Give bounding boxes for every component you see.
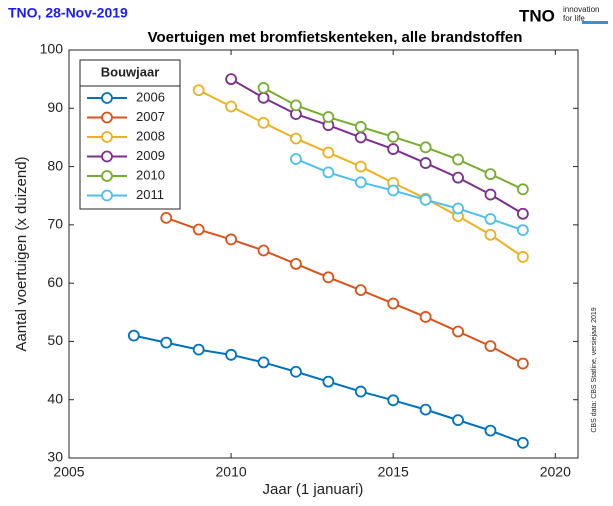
x-axis-label: Jaar (1 januari)	[263, 481, 364, 498]
y-tick-label: 100	[40, 41, 64, 57]
data-point	[257, 91, 270, 104]
data-point	[354, 160, 367, 173]
data-point	[484, 168, 497, 181]
data-point	[160, 336, 173, 349]
data-point	[257, 116, 270, 129]
data-point	[516, 224, 529, 237]
data-point	[484, 228, 497, 241]
legend-marker	[101, 189, 113, 202]
legend-marker	[101, 111, 113, 124]
y-tick-label: 70	[47, 216, 63, 232]
y-axis-label: Aantal voertuigen (x duizend)	[13, 156, 30, 351]
x-tick-label: 2015	[378, 464, 409, 480]
legend-label: 2010	[136, 167, 165, 182]
data-point	[225, 73, 238, 86]
chart-title: Voertuigen met bromfietskenteken, alle b…	[148, 29, 523, 46]
y-tick-label: 80	[47, 157, 63, 173]
legend-marker	[101, 92, 113, 104]
data-point	[516, 183, 529, 196]
x-tick-label: 2010	[216, 464, 247, 480]
data-point	[322, 271, 335, 284]
data-point	[322, 111, 335, 123]
data-point	[484, 340, 497, 352]
data-point	[516, 436, 529, 449]
data-point	[387, 184, 400, 197]
logo-bar	[582, 21, 608, 24]
data-point	[290, 153, 302, 165]
data-point	[127, 329, 140, 342]
legend-marker	[101, 131, 113, 143]
data-point	[290, 132, 302, 145]
data-point	[322, 146, 335, 159]
data-point	[419, 157, 432, 169]
data-point	[290, 99, 302, 112]
data-point	[484, 188, 497, 201]
data-point	[387, 130, 400, 143]
data-point	[192, 84, 205, 97]
data-point	[484, 213, 497, 225]
data-point	[516, 357, 529, 370]
data-point	[225, 233, 238, 246]
legend-label: 2011	[136, 187, 164, 202]
data-point	[290, 258, 302, 270]
data-point	[419, 141, 432, 154]
data-point	[225, 348, 238, 361]
legend	[79, 59, 181, 210]
legend-label: 2006	[136, 89, 165, 104]
y-tick-label: 90	[47, 99, 63, 115]
legend-label: 2007	[136, 109, 165, 124]
y-tick-label: 50	[47, 332, 63, 348]
data-point	[484, 424, 497, 437]
legend-title: Bouwjaar	[101, 64, 160, 79]
data-point	[322, 166, 335, 179]
data-point	[354, 176, 367, 189]
data-point	[452, 153, 464, 166]
data-point	[160, 211, 173, 224]
data-point	[225, 100, 238, 113]
data-point	[322, 375, 335, 388]
legend-marker	[101, 150, 113, 163]
data-point	[192, 343, 205, 356]
logo-tagline: innovation	[563, 5, 599, 14]
data-point	[387, 394, 400, 407]
x-tick-label: 2020	[540, 464, 571, 480]
data-point	[257, 244, 270, 257]
data-point	[290, 365, 302, 378]
header: TNO, 28-Nov-2019	[8, 5, 128, 21]
data-point	[354, 121, 367, 133]
data-point	[452, 202, 464, 215]
x-tick-label: 2005	[53, 464, 84, 480]
y-tick-label: 40	[47, 390, 63, 406]
data-point	[354, 131, 367, 144]
series-line	[230, 78, 524, 215]
data-point	[354, 284, 367, 297]
data-point	[452, 171, 464, 184]
data-point	[516, 207, 529, 220]
logo: TNO	[519, 6, 555, 25]
legend-label: 2009	[136, 148, 165, 163]
data-point	[419, 403, 432, 416]
data-point	[419, 311, 432, 323]
data-point	[452, 414, 464, 427]
data-point	[192, 223, 205, 236]
data-point	[419, 193, 432, 206]
data-point	[354, 385, 367, 398]
source-note: CBS data: CBS Statline, versiejaar 2019	[591, 307, 598, 432]
logo-tagline: for life	[563, 14, 585, 23]
data-point	[387, 143, 400, 155]
data-point	[387, 297, 400, 310]
data-point	[516, 251, 529, 263]
y-tick-label: 30	[47, 449, 63, 465]
legend-marker	[101, 170, 113, 182]
legend-label: 2008	[136, 128, 165, 143]
data-point	[257, 356, 270, 369]
data-point	[257, 81, 270, 94]
data-point	[452, 325, 464, 338]
y-tick-label: 60	[47, 274, 63, 290]
